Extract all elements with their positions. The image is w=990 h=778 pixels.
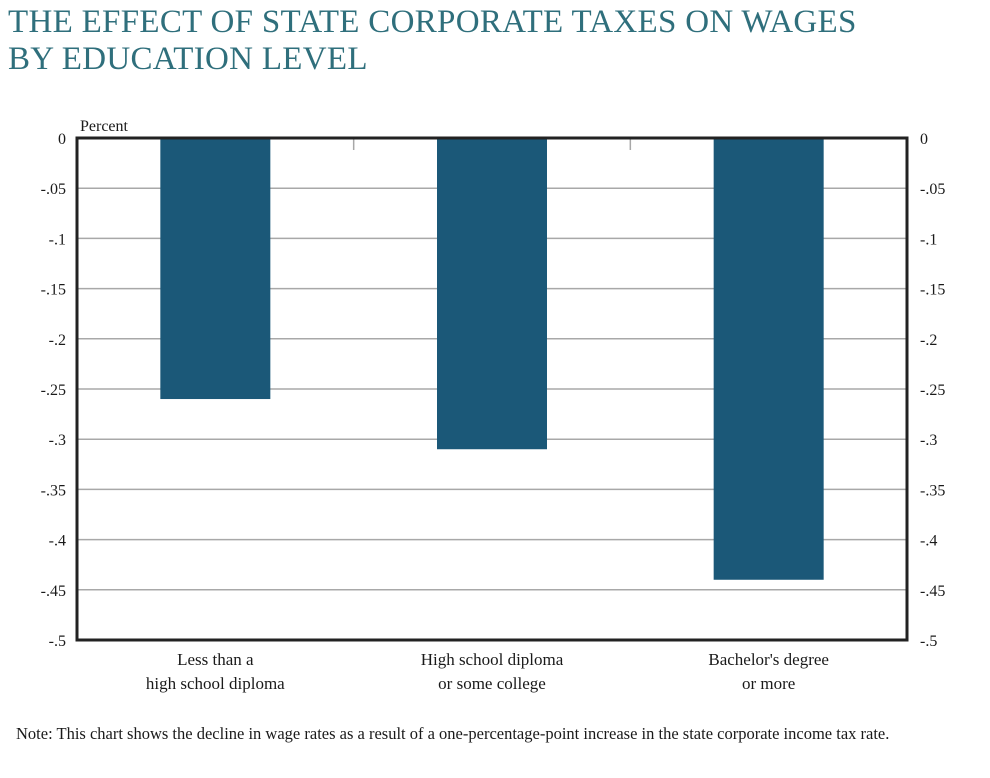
y-tick-label-left: -.1	[49, 231, 66, 248]
y-tick-label-left: -.3	[49, 432, 66, 449]
y-tick-label-left: -.45	[41, 583, 66, 600]
y-tick-label-right: -.5	[920, 633, 937, 650]
y-tick-label-left: -.5	[49, 633, 66, 650]
plot-frame	[75, 136, 909, 642]
y-tick-label-right: -.25	[920, 382, 945, 399]
category-label: High school diploma	[421, 650, 564, 669]
y-tick-label-right: -.4	[920, 533, 937, 550]
y-tick-label-left: -.15	[41, 282, 66, 299]
left-y-tick-labels: 0 -.05 -.1 -.15 -.2 -.25 -.3 -.35 -.4 -.45 -.5	[41, 131, 66, 650]
y-tick-label-right: -.15	[920, 282, 945, 299]
category-label: or some college	[438, 674, 546, 693]
bar	[437, 138, 547, 450]
category-label: or more	[742, 674, 795, 693]
y-tick-label-right: -.45	[920, 583, 945, 600]
category-label: Bachelor's degree	[708, 650, 829, 669]
bar	[160, 138, 271, 400]
y-tick-label-left: -.25	[41, 382, 66, 399]
right-y-tick-labels: 0 -.05 -.1 -.15 -.2 -.25 -.3 -.35 -.4 -.45 -.5	[920, 131, 945, 650]
y-tick-label-right: -.35	[920, 482, 945, 499]
chart-title: THE EFFECT OF STATE CORPORATE TAXES ON W…	[8, 4, 857, 77]
y-tick-label-right: -.3	[920, 432, 937, 449]
bar	[713, 138, 824, 580]
category-label: Less than a	[177, 650, 254, 669]
y-tick-label-left: -.4	[49, 533, 66, 550]
y-tick-label-left: -.05	[41, 181, 66, 198]
y-tick-label-right: -.2	[920, 332, 937, 349]
y-tick-label-right: -.1	[920, 231, 937, 248]
y-tick-label-left: -.2	[49, 332, 66, 349]
category-labels: Less than a high school diploma High schoo…	[146, 650, 829, 693]
y-tick-label-left: 0	[58, 131, 66, 148]
category-label: high school diploma	[146, 674, 285, 693]
y-tick-label-left: -.35	[41, 482, 66, 499]
y-axis-unit-label: Percent	[80, 118, 129, 135]
chart-note: Note: This chart shows the decline in wa…	[16, 724, 890, 743]
y-tick-label-right: -.05	[920, 181, 945, 198]
y-tick-label-right: 0	[920, 131, 928, 148]
bars	[160, 138, 824, 580]
